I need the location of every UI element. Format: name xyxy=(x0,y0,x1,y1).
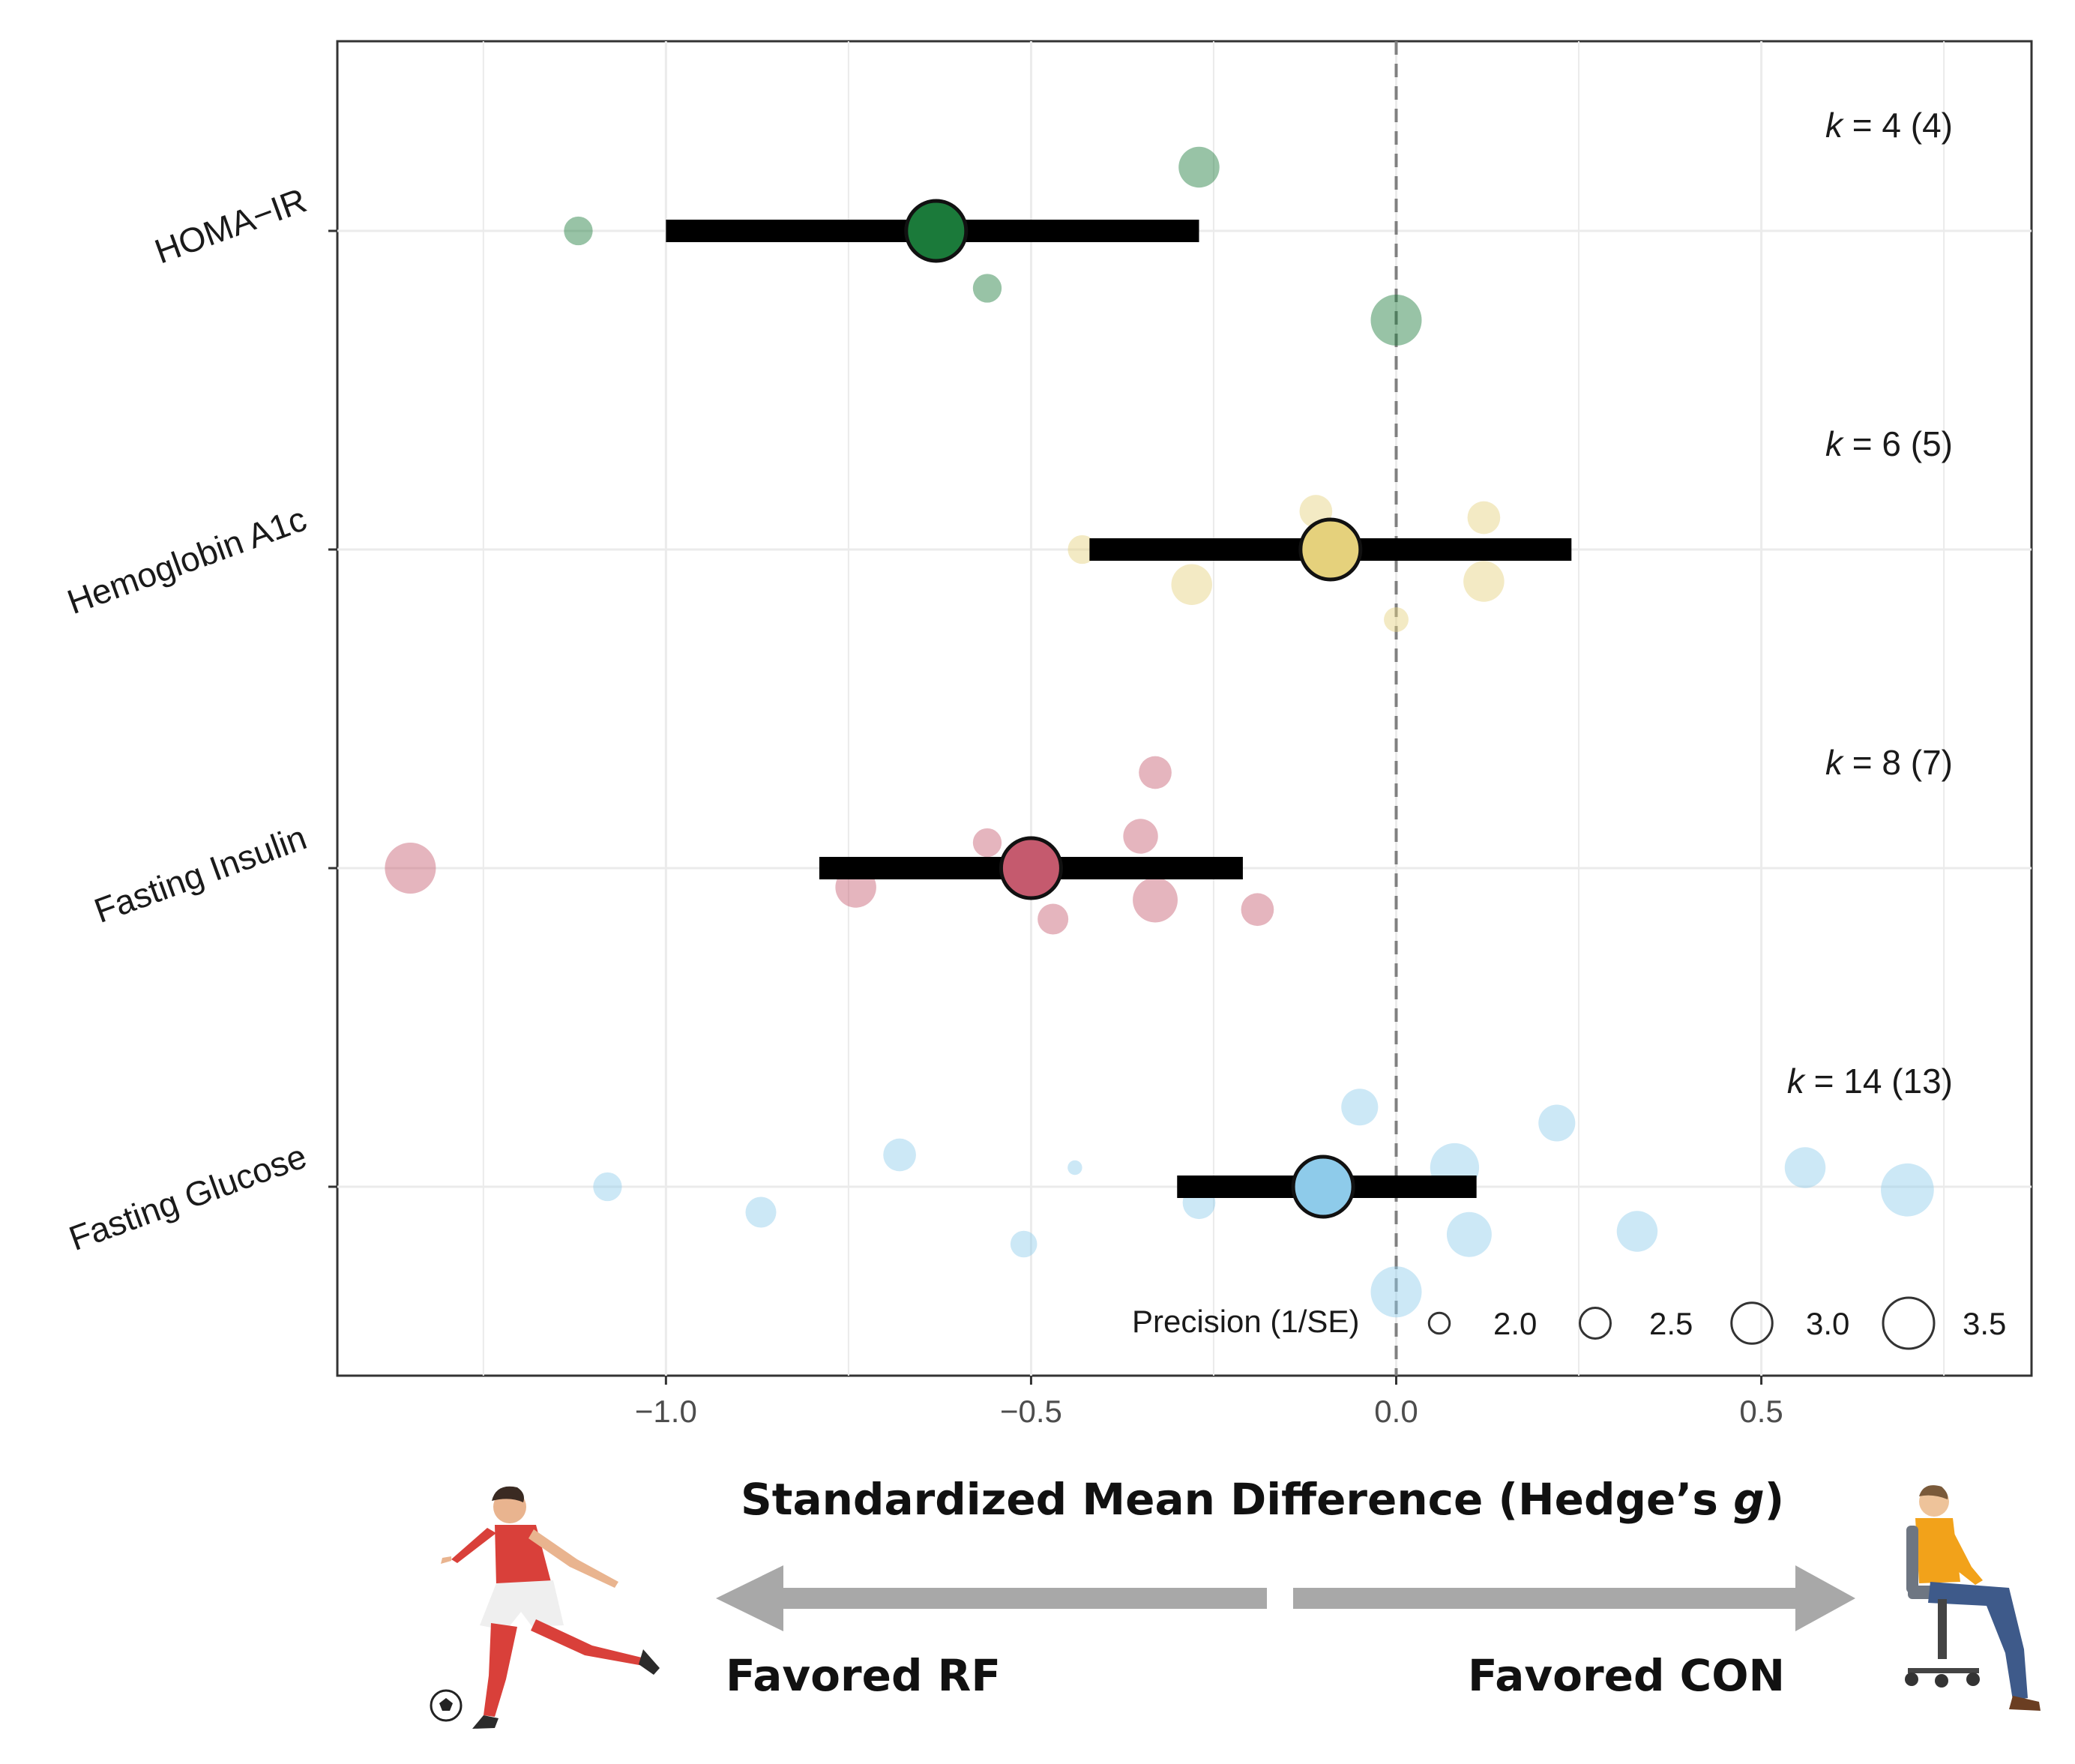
study-point xyxy=(1384,607,1409,632)
study-point xyxy=(1463,561,1505,602)
outcome-label: Fasting Glucose xyxy=(64,1137,311,1259)
k-count: = 6 (5) xyxy=(1843,424,1953,463)
study-point xyxy=(1241,893,1274,927)
outcome-labels: HOMA−IR Hemoglobin A1c Fasting Insulin Fast… xyxy=(62,181,312,1259)
study-point xyxy=(1881,1163,1934,1217)
k-symbol: k xyxy=(1825,424,1844,463)
study-point xyxy=(883,1138,916,1172)
k-label: k = 8 (7) xyxy=(1825,743,1953,782)
study-point xyxy=(1067,535,1097,565)
legend-key-circle xyxy=(1579,1307,1612,1340)
k-symbol: k xyxy=(1825,106,1844,145)
x-tick-label: −0.5 xyxy=(1000,1394,1062,1429)
study-point xyxy=(1178,146,1220,188)
legend-key-label: 2.5 xyxy=(1649,1306,1693,1341)
x-tick-label: −1.0 xyxy=(635,1394,697,1429)
study-point xyxy=(972,274,1002,303)
k-symbol: k xyxy=(1825,743,1844,782)
y-ticks xyxy=(328,229,337,1188)
study-point xyxy=(1067,1160,1082,1176)
study-point xyxy=(1538,1104,1576,1142)
precision-legend: Precision (1/SE) 2.0 2.5 3.0 3.5 xyxy=(1132,1296,2006,1350)
outcome-label: Fasting Insulin xyxy=(89,818,312,930)
legend-key-label: 3.0 xyxy=(1806,1306,1849,1341)
favored-con-arrow xyxy=(1293,1565,1855,1631)
x-axis-title-main: Standardized Mean Difference (Hedge’s xyxy=(741,1474,1733,1525)
x-axis-title: Standardized Mean Difference (Hedge’s g) xyxy=(741,1474,1784,1525)
x-tick-label: 0.0 xyxy=(1374,1394,1418,1429)
k-symbol: k xyxy=(1787,1062,1806,1101)
study-point xyxy=(1171,564,1212,605)
pooled-estimate-point xyxy=(904,199,969,263)
pooled-estimate-point xyxy=(1298,517,1363,582)
study-point xyxy=(1010,1230,1038,1258)
study-point xyxy=(1446,1211,1492,1257)
x-axis-title-close: ) xyxy=(1765,1474,1785,1525)
k-count: = 4 (4) xyxy=(1843,106,1953,145)
k-label: k = 4 (4) xyxy=(1825,106,1953,145)
study-point xyxy=(1123,819,1158,854)
outcome-label: Hemoglobin A1c xyxy=(62,499,312,621)
study-point xyxy=(1370,1266,1422,1318)
k-label: k = 6 (5) xyxy=(1825,424,1953,463)
pooled-estimate-point xyxy=(1291,1155,1355,1219)
study-point xyxy=(385,843,436,894)
pooled-estimates xyxy=(904,199,1363,1219)
legend-key-circle xyxy=(1730,1301,1774,1345)
favored-con-label: Favored CON xyxy=(1468,1650,1785,1701)
study-point xyxy=(1467,501,1501,535)
study-point xyxy=(1370,295,1422,346)
k-count: = 14 (13) xyxy=(1804,1062,1953,1101)
study-point xyxy=(745,1196,777,1228)
study-points xyxy=(385,146,1934,1318)
study-point xyxy=(972,828,1002,858)
favored-rf-arrow xyxy=(716,1565,1267,1631)
study-point xyxy=(1784,1147,1826,1188)
study-point xyxy=(1341,1089,1379,1126)
study-point xyxy=(1133,877,1178,923)
legend-key-label: 3.5 xyxy=(1963,1306,2006,1341)
outcome-label: HOMA−IR xyxy=(149,181,311,271)
study-point xyxy=(593,1172,622,1202)
x-axis-title-italic: g xyxy=(1733,1474,1765,1525)
legend-key-circle xyxy=(1882,1296,1936,1350)
study-point xyxy=(1616,1211,1658,1252)
study-point xyxy=(1139,756,1172,789)
pooled-estimate-point xyxy=(999,836,1063,900)
k-count: = 8 (7) xyxy=(1843,743,1953,782)
favored-rf-label: Favored RF xyxy=(726,1650,1001,1701)
legend-key-label: 2.0 xyxy=(1493,1306,1537,1341)
sitting-person-icon xyxy=(1905,1485,2041,1711)
soccer-player-icon xyxy=(430,1486,660,1729)
x-tick-label: 0.5 xyxy=(1739,1394,1783,1429)
x-axis-ticks: −1.0 −0.5 0.0 0.5 xyxy=(635,1376,1783,1429)
k-labels: k = 4 (4)k = 6 (5)k = 8 (7)k = 14 (13) xyxy=(1787,106,1953,1101)
k-label: k = 14 (13) xyxy=(1787,1062,1953,1101)
study-point xyxy=(1038,903,1069,935)
study-point xyxy=(564,216,593,246)
legend-key-circle xyxy=(1427,1311,1451,1335)
legend-title: Precision (1/SE) xyxy=(1132,1304,1359,1339)
plot-panel xyxy=(336,40,2033,1377)
